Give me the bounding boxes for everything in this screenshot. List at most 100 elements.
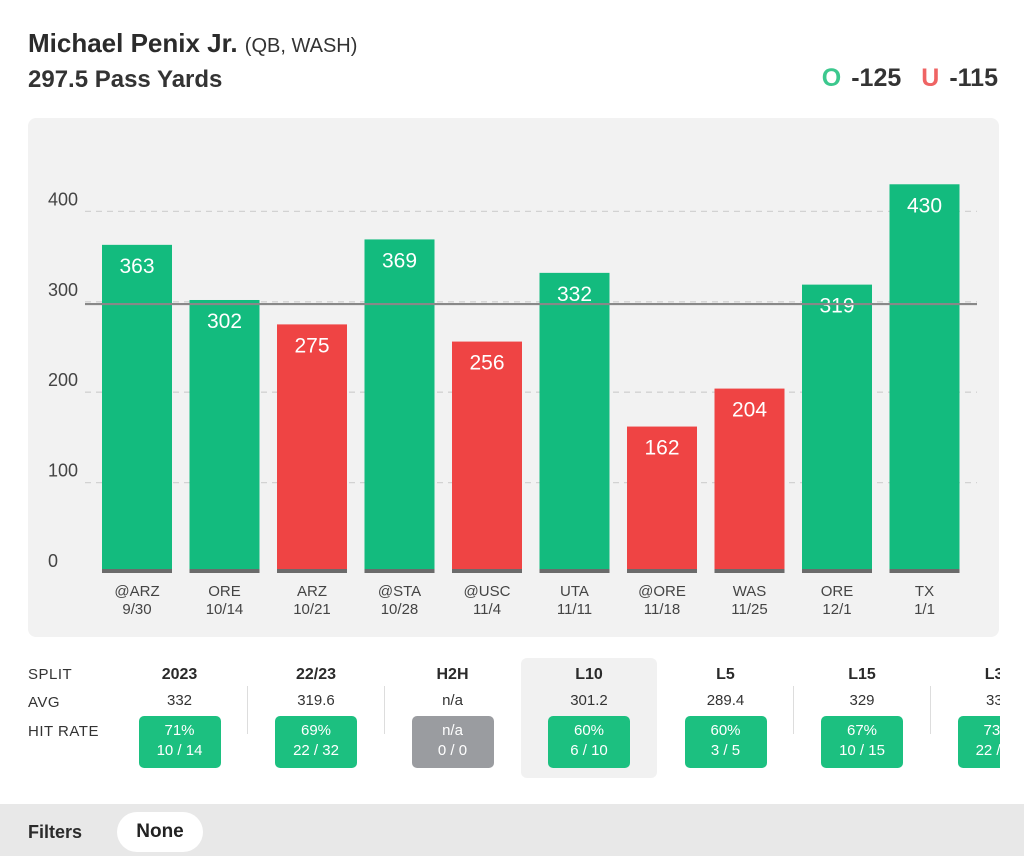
hit-rate-pct: 71% (164, 722, 195, 739)
under-odds[interactable]: -115 (949, 64, 998, 92)
over-odds[interactable]: -125 (851, 64, 902, 92)
split-avg: 319.6 (297, 692, 335, 709)
bar-3 (364, 239, 435, 573)
hit-rate-fraction: 22 / 30 (975, 742, 1000, 759)
column-divider (793, 686, 794, 734)
split-header: L30 (984, 666, 1000, 683)
x-label-opponent: @ARZ (114, 583, 159, 600)
bar-value-label: 369 (382, 249, 417, 272)
hit-rate-pill: 71% 10 / 14 (138, 716, 221, 768)
x-label-date: 10/21 (293, 601, 331, 618)
bar-value-label: 332 (557, 283, 592, 306)
split-column-l5[interactable]: L5 289.4 60% 3 / 5 (658, 658, 794, 778)
y-tick-label: 300 (48, 280, 78, 300)
hit-rate-fraction: 0 / 0 (437, 742, 468, 759)
bar-8 (802, 284, 872, 573)
hit-rate-pill: 69% 22 / 32 (275, 716, 357, 768)
hit-rate-fraction: 6 / 10 (570, 742, 608, 759)
hit-rate-pill: 67% 10 / 15 (821, 716, 903, 768)
column-divider (247, 686, 248, 734)
split-avg: 289.4 (706, 692, 745, 709)
bar-base-8 (802, 569, 872, 573)
x-label-date: 10/14 (206, 601, 244, 618)
bar-value-label: 256 (469, 352, 504, 375)
x-label-opponent: TX (915, 583, 934, 600)
x-label-opponent: UTA (560, 583, 589, 600)
bar-value-label: 302 (207, 310, 242, 333)
over-icon: O (821, 64, 842, 92)
bar-5 (539, 272, 610, 573)
hit-rate-pct: 60% (573, 722, 605, 739)
bar-base-5 (539, 569, 610, 573)
hit-rate-pill: 60% 6 / 10 (548, 716, 630, 768)
hit-rate-fraction: 22 / 32 (293, 742, 339, 759)
hit-rate-pct: n/a (442, 722, 463, 739)
filters-chip[interactable]: None (117, 812, 203, 852)
y-tick-label: 200 (48, 370, 78, 390)
bar-base-7 (714, 569, 785, 573)
x-label-date: 9/30 (122, 601, 151, 618)
split-header: L15 (848, 666, 876, 683)
avg-row-label: AVG (28, 694, 61, 711)
game-log-chart: 0100200300400363@ARZ9/30302ORE10/14275AR… (48, 184, 977, 618)
x-label-opponent: WAS (733, 583, 767, 600)
split-header: L5 (716, 666, 735, 683)
bar-base-2 (277, 569, 347, 573)
hit-rate-fraction: 10 / 15 (839, 742, 885, 759)
player-name-text: Michael Penix Jr. (28, 28, 238, 58)
bar-value-label: 275 (294, 334, 329, 357)
player-meta: (QB, WASH) (244, 35, 358, 57)
x-label-opponent: @ORE (638, 583, 686, 600)
y-tick-label: 100 (48, 461, 78, 481)
bar-2 (277, 324, 347, 573)
split-avg: n/a (442, 692, 463, 709)
bar-base-6 (627, 569, 697, 573)
splits-table: SPLIT AVG HIT RATE 2023 332 71% 10 / 14 22/2… (0, 658, 1000, 778)
x-label-opponent: ARZ (297, 583, 327, 600)
hit-rate-pill: 73% 22 / 30 (957, 716, 1000, 768)
split-avg: 329 (849, 692, 875, 709)
bar-1 (189, 299, 260, 573)
hit-rate-pill: n/a 0 / 0 (411, 716, 494, 768)
bar-value-label: 162 (644, 437, 679, 460)
column-divider (383, 686, 385, 734)
player-name: Michael Penix Jr. (QB, WASH) (28, 28, 357, 59)
bar-base-0 (102, 569, 172, 573)
prop-line: 297.5 Pass Yards (28, 66, 223, 93)
x-label-date: 11/4 (473, 601, 501, 618)
split-column-2023[interactable]: 2023 332 71% 10 / 14 (112, 658, 248, 778)
split-column-h2h[interactable]: H2H n/a n/a 0 / 0 (385, 658, 521, 778)
bar-value-label: 204 (732, 399, 767, 422)
y-tick-label: 0 (48, 551, 58, 571)
split-column-2223[interactable]: 22/23 319.6 69% 22 / 32 (248, 658, 384, 778)
split-column-l30[interactable]: L30 333 73% 22 / 30 (931, 658, 1000, 778)
split-header: 22/23 (295, 666, 337, 683)
split-column-l15[interactable]: L15 329 67% 10 / 15 (794, 658, 930, 778)
x-label-opponent: @USC (464, 583, 511, 600)
x-label-date: 12/1 (822, 601, 851, 618)
split-header: H2H (436, 666, 469, 683)
bar-base-3 (364, 569, 435, 573)
bar-9 (889, 184, 960, 573)
x-label-opponent: @STA (378, 583, 421, 600)
hit-rate-fraction: 3 / 5 (710, 742, 741, 759)
split-column-l10[interactable]: L10 301.2 60% 6 / 10 (521, 658, 657, 778)
odds-display: O -125 U -115 (822, 64, 998, 93)
x-label-date: 11/25 (731, 601, 767, 618)
bar-base-9 (889, 569, 960, 573)
bar-value-label: 319 (819, 295, 854, 318)
y-tick-label: 400 (48, 189, 78, 209)
hit-rate-row-label: HIT RATE (28, 723, 99, 740)
hit-rate-pct: 69% (300, 722, 332, 739)
filters-label: Filters (28, 822, 83, 842)
bar-base-4 (452, 569, 522, 573)
x-label-date: 11/11 (557, 601, 592, 618)
bar-value-label: 363 (119, 255, 154, 278)
bar-value-label: 430 (907, 194, 942, 217)
under-icon: U (921, 64, 940, 92)
bar-7 (714, 388, 785, 573)
split-row-label: SPLIT (28, 666, 73, 683)
hit-rate-pill: 60% 3 / 5 (684, 716, 767, 768)
hit-rate-pct: 73% (983, 722, 1000, 739)
bar-base-1 (189, 569, 260, 573)
